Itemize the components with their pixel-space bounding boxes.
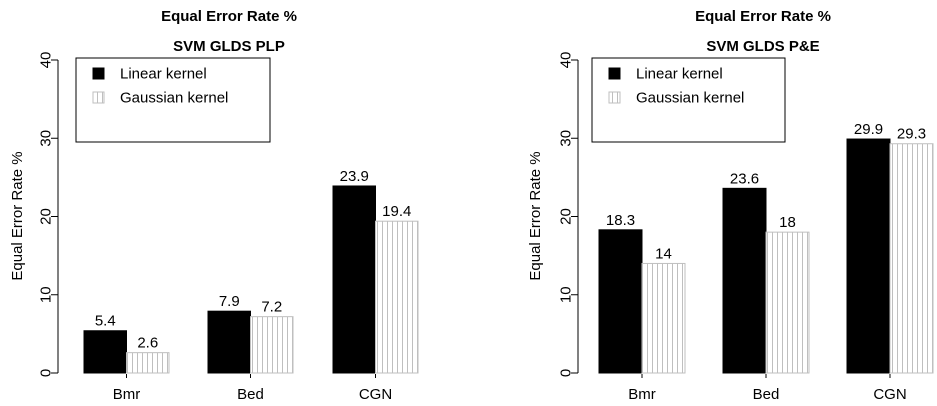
legend-label: Linear kernel xyxy=(120,66,207,83)
y-tick-label: 30 xyxy=(558,130,575,147)
y-tick-label: 30 xyxy=(38,130,55,147)
y-tick-label: 20 xyxy=(38,208,55,225)
legend-label: Gaussian kernel xyxy=(120,90,228,107)
legend-swatch-gaussian xyxy=(608,91,621,104)
bar-gaussian-bed xyxy=(250,316,294,374)
legend-box xyxy=(75,57,271,143)
bar-gaussian-bmr xyxy=(126,352,170,374)
x-tick-label: Bed xyxy=(237,386,264,403)
y-tick-label: 0 xyxy=(38,369,55,377)
bar-linear-bmr xyxy=(598,229,643,374)
chart-subtitle: SVM GLDS PLP xyxy=(173,38,285,55)
data-label: 19.4 xyxy=(382,203,411,220)
x-tick-label: CGN xyxy=(873,386,906,403)
y-axis-label: Equal Error Rate % xyxy=(527,151,544,280)
data-label: 23.6 xyxy=(730,170,759,187)
data-label: 18 xyxy=(779,214,796,231)
data-label: 7.2 xyxy=(261,299,282,316)
x-tick-label: Bed xyxy=(753,386,780,403)
bar-gaussian-cgn xyxy=(889,143,934,374)
y-tick-label: 40 xyxy=(38,52,55,69)
data-label: 2.6 xyxy=(137,335,158,352)
x-tick-label: Bmr xyxy=(113,386,141,403)
bar-gaussian-cgn xyxy=(375,220,419,374)
y-tick-label: 10 xyxy=(558,286,575,303)
bar-linear-cgn xyxy=(846,138,891,374)
data-label: 23.9 xyxy=(340,168,369,185)
bar-linear-cgn xyxy=(332,185,376,374)
chart-subtitle: SVM GLDS P&E xyxy=(706,38,819,55)
x-tick-label: CGN xyxy=(359,386,392,403)
data-label: 29.9 xyxy=(854,121,883,138)
data-label: 5.4 xyxy=(95,313,116,330)
y-tick-label: 40 xyxy=(558,52,575,69)
bar-gaussian-bed xyxy=(765,231,810,374)
bar-linear-bed xyxy=(722,187,767,374)
chart-panel-1: Equal Error Rate % SVM GLDS PLP Equal Erro… xyxy=(9,8,419,403)
chart-panel-2: Equal Error Rate % SVM GLDS P&E Equal Erro… xyxy=(527,8,934,403)
legend-label: Gaussian kernel xyxy=(636,90,744,107)
bar-gaussian-bmr xyxy=(641,262,686,374)
y-tick-label: 10 xyxy=(38,286,55,303)
bar-linear-bmr xyxy=(83,330,127,374)
y-axis-label: Equal Error Rate % xyxy=(9,151,26,280)
y-tick-label: 20 xyxy=(558,208,575,225)
data-label: 14 xyxy=(655,245,672,262)
legend-label: Linear kernel xyxy=(636,66,723,83)
data-label: 7.9 xyxy=(219,293,240,310)
chart-title: Equal Error Rate % xyxy=(695,8,831,25)
legend-swatch-gaussian xyxy=(92,91,105,104)
y-tick-label: 0 xyxy=(558,369,575,377)
legend-swatch-linear xyxy=(608,67,621,80)
legend-swatch-linear xyxy=(92,67,105,80)
x-tick-label: Bmr xyxy=(628,386,656,403)
data-label: 29.3 xyxy=(897,126,926,143)
chart-title: Equal Error Rate % xyxy=(161,8,297,25)
bar-linear-bed xyxy=(207,310,251,374)
data-label: 18.3 xyxy=(606,212,635,229)
legend-box xyxy=(591,57,786,143)
